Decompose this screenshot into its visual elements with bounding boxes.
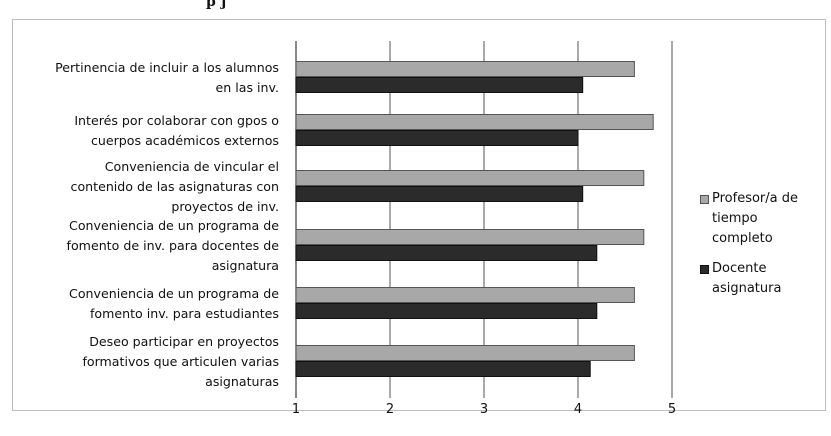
legend-item-docente: Docente asignatura <box>700 259 825 299</box>
legend: Profesor/a de tiempo completo Docente as… <box>700 189 825 299</box>
category-label-3: Conveniencia de vincular el contenido de … <box>71 159 279 214</box>
category-label-line: fomento de inv. para docentes de <box>67 238 280 253</box>
chart-title-fragment: p j <box>206 0 227 10</box>
legend-item-profesor: Profesor/a de tiempo completo <box>700 189 825 249</box>
category-label-line: asignatura <box>212 258 279 273</box>
bars <box>295 61 654 377</box>
bar-profesor-6 <box>295 345 635 361</box>
legend-label-line: completo <box>712 231 773 246</box>
bar-docente-6 <box>295 361 591 377</box>
category-label-line: Pertinencia de incluir a los alumnos <box>55 60 279 75</box>
bar-profesor-3 <box>295 170 645 186</box>
bar-docente-5 <box>295 303 598 319</box>
bar-profesor-2 <box>295 114 654 130</box>
x-tick-label-5: 5 <box>668 402 676 417</box>
category-label-line: Conveniencia de un programa de <box>69 286 279 301</box>
category-label-line: formativos que articulen varias <box>82 354 279 369</box>
x-tick-label-4: 4 <box>574 402 582 417</box>
bar-profesor-4 <box>295 229 645 245</box>
legend-swatch-profesor <box>700 195 709 204</box>
category-label-line: contenido de las asignaturas con <box>71 179 279 194</box>
category-label-2: Interés por colaborar con gpos o cuerpos … <box>74 113 279 148</box>
category-label-line: Conveniencia de un programa de <box>69 218 279 233</box>
x-tick-label-1: 1 <box>292 402 300 417</box>
bar-docente-3 <box>295 186 584 202</box>
bar-profesor-5 <box>295 287 635 303</box>
category-label-line: fomento inv. para estudiantes <box>90 306 279 321</box>
x-tick-label-2: 2 <box>386 402 394 417</box>
category-labels: Pertinencia de incluir a los alumnos en l… <box>55 60 279 389</box>
category-label-1: Pertinencia de incluir a los alumnos en l… <box>55 60 279 95</box>
legend-label-docente: Docente asignatura <box>712 259 825 299</box>
category-label-line: cuerpos académicos externos <box>91 133 279 148</box>
category-label-line: Interés por colaborar con gpos o <box>74 113 279 128</box>
legend-label-profesor: Profesor/a de tiempo completo <box>712 189 825 249</box>
legend-swatch-docente <box>700 265 709 274</box>
category-label-line: asignaturas <box>205 374 279 389</box>
grid-lines <box>295 41 673 398</box>
category-label-line: en las inv. <box>216 80 279 95</box>
legend-label-line: tiempo <box>712 211 758 226</box>
chart-frame <box>12 19 826 411</box>
category-label-5: Conveniencia de un programa de fomento in… <box>69 286 279 321</box>
legend-label-line: Profesor/a de <box>712 191 798 206</box>
x-tick-label-3: 3 <box>480 402 488 417</box>
bar-profesor-1 <box>295 61 635 77</box>
category-label-4: Conveniencia de un programa de fomento de… <box>67 218 280 273</box>
bar-docente-2 <box>295 130 579 146</box>
category-label-6: Deseo participar en proyectos formativos … <box>82 334 279 389</box>
legend-label-line: asignatura <box>712 281 782 296</box>
category-label-line: Conveniencia de vincular el <box>105 159 279 174</box>
bar-docente-1 <box>295 77 584 93</box>
x-axis-tick-labels: 1 2 3 4 5 <box>292 402 676 417</box>
category-label-line: proyectos de inv. <box>171 199 279 214</box>
legend-label-line: Docente <box>712 261 767 276</box>
bar-docente-4 <box>295 245 598 261</box>
category-label-line: Deseo participar en proyectos <box>89 334 279 349</box>
